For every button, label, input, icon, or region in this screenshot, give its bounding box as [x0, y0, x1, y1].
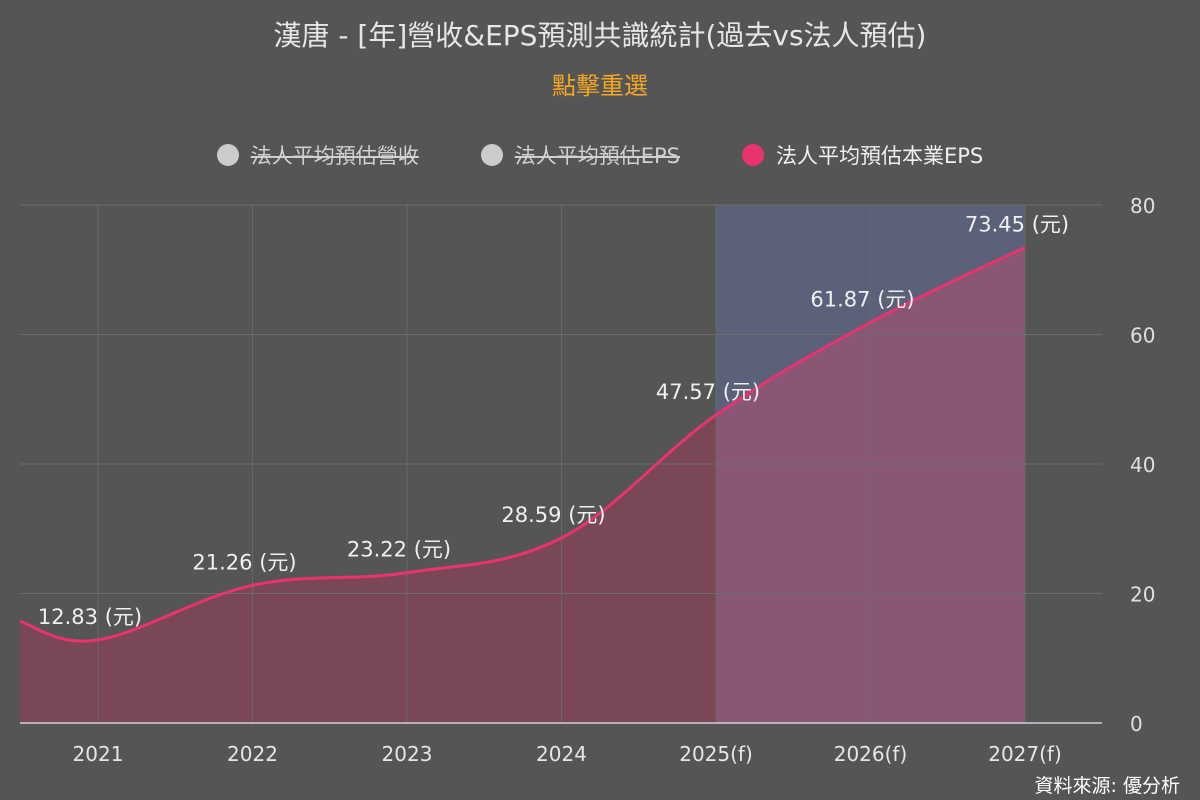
data-source: 資料來源: 優分析 — [1034, 775, 1180, 797]
x-tick-label: 2025(f) — [679, 742, 753, 766]
x-tick-label: 2022 — [227, 742, 278, 766]
x-tick-label: 2023 — [382, 742, 433, 766]
x-tick-label: 2021 — [73, 742, 124, 766]
data-label: 12.83 (元) — [38, 605, 142, 629]
legend-label-eps: 法人平均預估EPS — [514, 144, 680, 168]
legend-dot-revenue — [216, 144, 239, 166]
chart-title: 漢唐 - [年]營收&EPS預測共識統計(過去vs法人預估) — [273, 19, 927, 52]
legend-dot-core-eps — [742, 144, 764, 166]
area-fill-past — [20, 414, 716, 723]
x-tick-label: 2024 — [536, 742, 587, 766]
data-label: 21.26 (元) — [192, 550, 296, 574]
x-tick-label: 2026(f) — [834, 742, 908, 766]
reset-selection-link[interactable]: 點擊重選 — [552, 72, 648, 100]
y-tick-label: 60 — [1130, 324, 1155, 348]
data-label: 23.22 (元) — [347, 538, 451, 562]
data-label: 73.45 (元) — [965, 212, 1069, 236]
legend-item-eps[interactable]: 法人平均預估EPS — [480, 140, 680, 170]
x-tick-label: 2027(f) — [988, 742, 1062, 766]
legend-item-revenue[interactable]: 法人平均預估營收 — [216, 140, 419, 170]
data-label: 61.87 (元) — [810, 287, 914, 311]
data-label: 47.57 (元) — [656, 380, 760, 404]
legend-item-core-eps[interactable]: 法人平均預估本業EPS — [742, 140, 983, 170]
legend-label-revenue: 法人平均預估營收 — [250, 144, 419, 168]
legend: 法人平均預估營收 法人平均預估EPS 法人平均預估本業EPS — [0, 140, 1200, 170]
y-tick-label: 0 — [1130, 712, 1143, 736]
data-label: 28.59 (元) — [501, 503, 605, 527]
legend-dot-eps — [480, 144, 503, 166]
legend-label-core-eps: 法人平均預估本業EPS — [776, 144, 984, 168]
series-line-core-eps — [19, 246, 1026, 643]
y-tick-label: 20 — [1130, 583, 1155, 607]
y-tick-label: 40 — [1130, 453, 1155, 477]
y-tick-label: 80 — [1130, 194, 1155, 218]
